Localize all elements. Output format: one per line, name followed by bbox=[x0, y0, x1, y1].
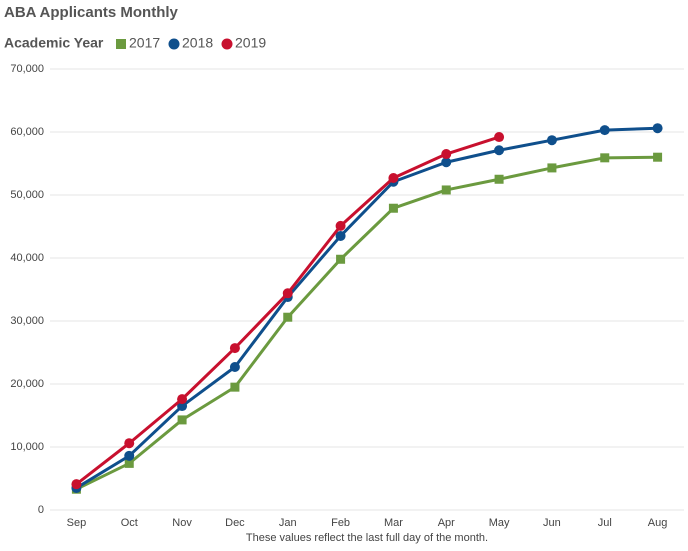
y-tick-label: 10,000 bbox=[10, 441, 44, 453]
point bbox=[388, 172, 399, 183]
y-tick-label: 70,000 bbox=[10, 63, 44, 75]
point bbox=[124, 438, 135, 449]
point bbox=[335, 220, 346, 231]
x-tick-label: Apr bbox=[438, 517, 455, 529]
chart-title: ABA Applicants Monthly bbox=[4, 4, 179, 21]
point bbox=[441, 149, 452, 160]
legend-marker bbox=[168, 38, 180, 50]
x-tick-label: Oct bbox=[121, 517, 138, 529]
x-tick-label: May bbox=[489, 517, 510, 529]
point bbox=[494, 174, 504, 184]
point bbox=[652, 123, 663, 134]
point bbox=[177, 415, 187, 425]
legend-label: 2018 bbox=[182, 35, 213, 51]
x-axis-label: These values reflect the last full day o… bbox=[246, 532, 488, 544]
x-tick-label: Sep bbox=[67, 517, 87, 529]
point bbox=[177, 394, 188, 405]
y-tick-label: 20,000 bbox=[10, 378, 44, 390]
point bbox=[494, 132, 505, 143]
legend-marker bbox=[221, 38, 233, 50]
point bbox=[494, 145, 505, 156]
x-tick-label: Jul bbox=[598, 517, 612, 529]
legend-marker bbox=[116, 39, 126, 49]
point bbox=[177, 401, 188, 412]
point bbox=[600, 153, 610, 163]
x-tick-label: Feb bbox=[331, 517, 350, 529]
series-line bbox=[75, 135, 500, 486]
point bbox=[599, 125, 610, 136]
point bbox=[336, 254, 346, 264]
point bbox=[230, 382, 240, 392]
x-tick-label: Jun bbox=[543, 517, 561, 529]
point bbox=[229, 361, 240, 372]
point bbox=[441, 157, 452, 168]
y-tick-label: 30,000 bbox=[10, 315, 44, 327]
point bbox=[547, 163, 557, 173]
y-tick-label: 60,000 bbox=[10, 126, 44, 138]
x-tick-label: Dec bbox=[225, 517, 245, 529]
point bbox=[229, 343, 240, 354]
point bbox=[124, 458, 134, 468]
series-line bbox=[75, 155, 658, 491]
x-tick-label: Nov bbox=[172, 517, 192, 529]
x-tick-label: Jan bbox=[279, 517, 297, 529]
point bbox=[546, 135, 557, 146]
point bbox=[71, 479, 82, 490]
y-tick-label: 0 bbox=[38, 504, 44, 516]
point bbox=[335, 230, 346, 241]
point bbox=[282, 288, 293, 299]
point bbox=[283, 312, 293, 322]
legend-label: 2019 bbox=[235, 35, 266, 51]
series-line bbox=[75, 126, 658, 490]
point bbox=[441, 185, 451, 195]
x-tick-label: Aug bbox=[648, 517, 668, 529]
x-tick-label: Mar bbox=[384, 517, 403, 529]
y-tick-label: 40,000 bbox=[10, 252, 44, 264]
point bbox=[653, 152, 663, 162]
point bbox=[388, 203, 398, 213]
y-tick-label: 50,000 bbox=[10, 189, 44, 201]
point bbox=[124, 450, 135, 461]
legend-label: 2017 bbox=[129, 35, 160, 51]
legend-title: Academic Year bbox=[4, 35, 104, 51]
